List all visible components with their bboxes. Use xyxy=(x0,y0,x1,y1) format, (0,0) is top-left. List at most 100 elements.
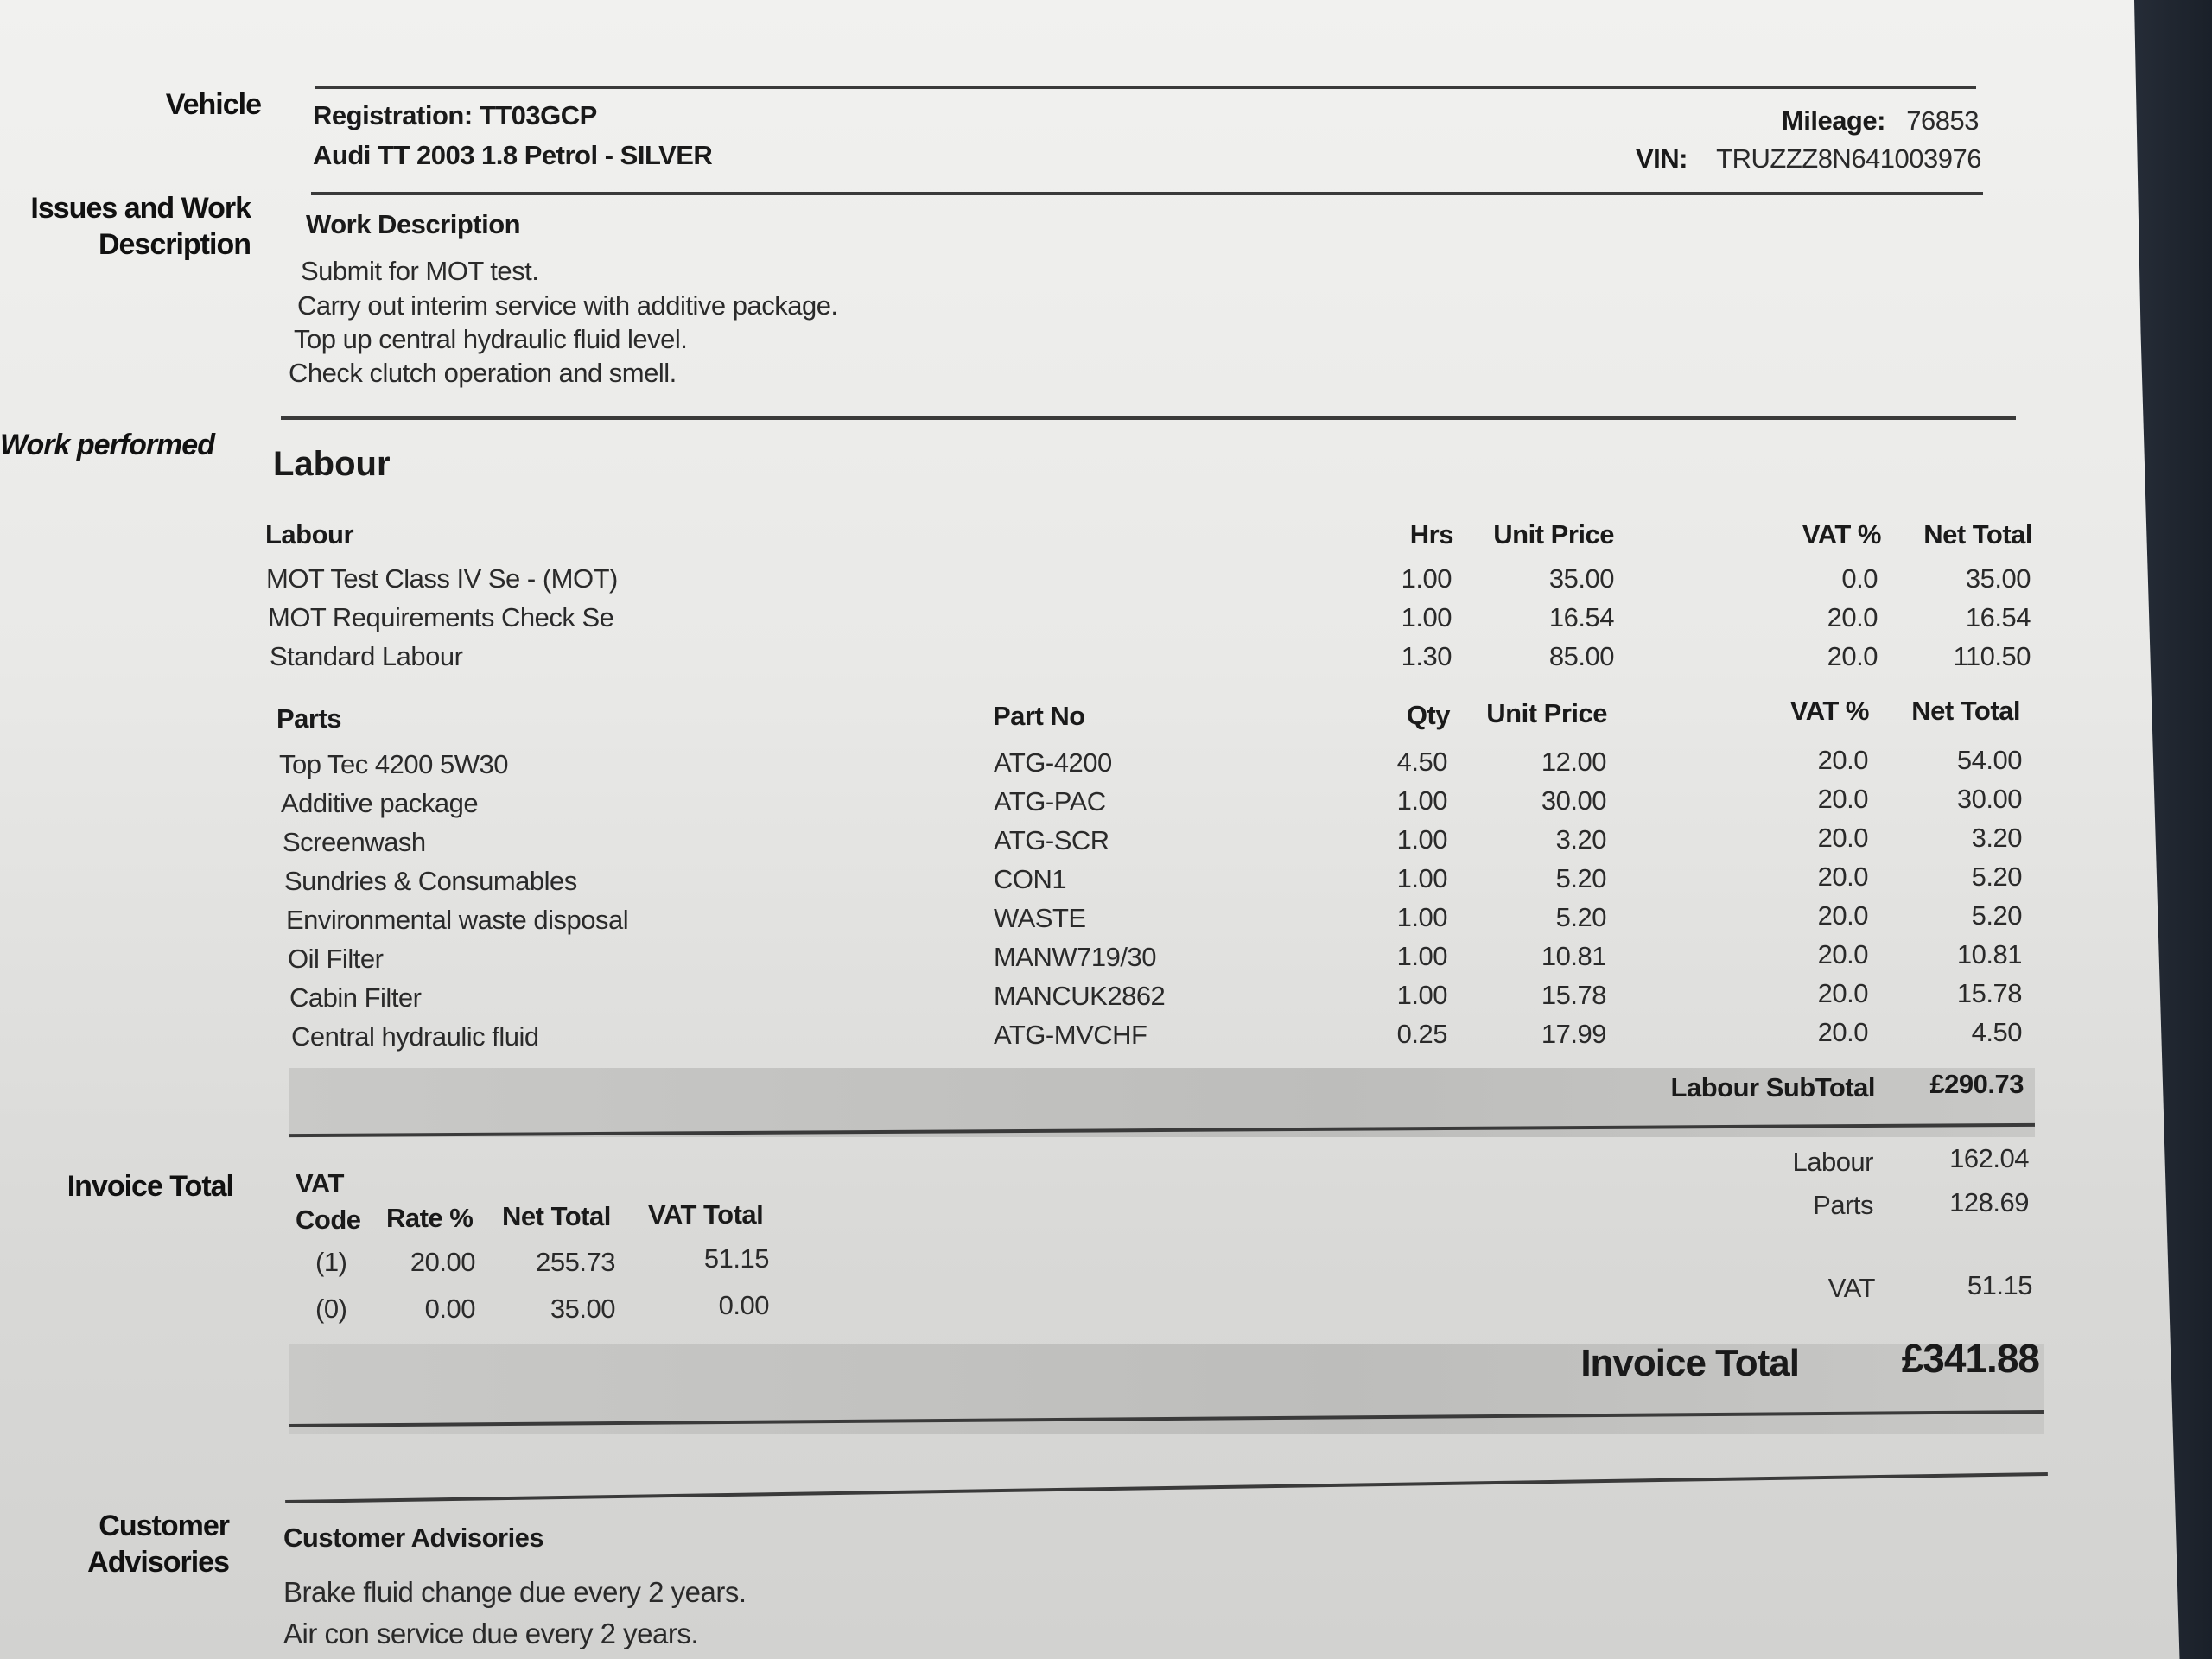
parts-row-qty: 1.00 xyxy=(1396,941,1448,971)
vat-column-header: Net Total xyxy=(502,1201,611,1231)
parts-row-part-no: ATG-PAC xyxy=(994,786,1106,817)
summary-parts-label: Parts xyxy=(1813,1190,1873,1220)
parts-row-description: Central hydraulic fluid xyxy=(291,1021,539,1052)
parts-row-description: Additive package xyxy=(281,788,479,818)
labour-column-header: Labour xyxy=(265,519,354,550)
labour-subtotal-value: £290.73 xyxy=(1929,1069,2024,1099)
parts-row-qty: 4.50 xyxy=(1396,747,1448,777)
parts-row-unit-price: 5.20 xyxy=(1555,902,1607,932)
section-label-work-performed: Work performed xyxy=(0,429,215,461)
vat-column-header: VAT Total xyxy=(648,1199,764,1230)
section-label-vehicle: Vehicle xyxy=(165,88,262,121)
parts-row-qty: 1.00 xyxy=(1396,902,1448,932)
vat-row-rate: 0.00 xyxy=(424,1294,476,1324)
vat-row-code: (1) xyxy=(315,1247,347,1277)
labour-column-header: VAT % xyxy=(1802,519,1882,550)
vehicle-description: Audi TT 2003 1.8 Petrol - SILVER xyxy=(313,140,713,170)
labour-row-hrs: 1.00 xyxy=(1401,563,1452,594)
parts-row-part-no: ATG-SCR xyxy=(994,825,1109,855)
parts-row-qty: 1.00 xyxy=(1396,980,1448,1010)
parts-row-unit-price: 12.00 xyxy=(1541,747,1607,777)
vat-column-header: Code xyxy=(296,1205,361,1235)
parts-row-unit-price: 15.78 xyxy=(1541,980,1607,1010)
parts-row-vat: 20.0 xyxy=(1817,978,1869,1008)
vat-row-rate: 20.00 xyxy=(410,1247,476,1277)
parts-row-part-no: ATG-MVCHF xyxy=(994,1020,1147,1050)
vat-row-code: (0) xyxy=(315,1294,347,1324)
labour-row-vat: 0.0 xyxy=(1841,563,1878,594)
parts-column-header: Qty xyxy=(1406,700,1451,730)
parts-row-net-total: 4.50 xyxy=(1971,1017,2023,1047)
parts-column-header: Unit Price xyxy=(1486,698,1607,728)
parts-row-description: Top Tec 4200 5W30 xyxy=(279,749,508,779)
summary-vat-value: 51.15 xyxy=(1967,1270,2033,1300)
labour-subtotal-label: Labour SubTotal xyxy=(1670,1072,1876,1103)
labour-row-vat: 20.0 xyxy=(1827,641,1878,671)
parts-row-net-total: 30.00 xyxy=(1956,784,2023,814)
mileage-value: 76853 xyxy=(1906,105,1979,136)
parts-row-vat: 20.0 xyxy=(1817,823,1869,853)
vat-heading: VAT xyxy=(296,1168,344,1198)
parts-row-description: Oil Filter xyxy=(288,944,384,974)
section-label-customer-advisories: Customer Advisories xyxy=(87,1510,230,1579)
parts-row-net-total: 5.20 xyxy=(1971,900,2023,931)
parts-row-description: Screenwash xyxy=(283,827,426,857)
section-label-issues: Issues and Work Description xyxy=(30,192,251,261)
parts-row-qty: 1.00 xyxy=(1396,824,1448,855)
labour-column-header: Net Total xyxy=(1923,519,2032,550)
divider xyxy=(311,192,1983,195)
parts-row-net-total: 15.78 xyxy=(1956,978,2023,1008)
work-description-line: Carry out interim service with additive … xyxy=(297,290,838,321)
vin-label: VIN: xyxy=(1636,143,1688,174)
section-label-invoice-total: Invoice Total xyxy=(67,1170,234,1203)
labour-column-header: Hrs xyxy=(1409,519,1454,550)
parts-row-qty: 0.25 xyxy=(1396,1019,1448,1049)
labour-row-hrs: 1.30 xyxy=(1401,641,1452,671)
labour-row-unit-price: 85.00 xyxy=(1548,641,1615,671)
parts-row-net-total: 3.20 xyxy=(1971,823,2023,853)
parts-row-part-no: ATG-4200 xyxy=(994,747,1112,778)
parts-row-vat: 20.0 xyxy=(1817,1017,1869,1047)
parts-row-vat: 20.0 xyxy=(1817,784,1869,814)
parts-row-part-no: MANCUK2862 xyxy=(994,981,1166,1011)
parts-column-header: Net Total xyxy=(1911,696,2020,726)
parts-row-net-total: 10.81 xyxy=(1956,939,2023,969)
customer-advisories-heading: Customer Advisories xyxy=(283,1522,544,1553)
labour-row-hrs: 1.00 xyxy=(1401,602,1452,632)
labour-row-net-total: 110.50 xyxy=(1953,641,2031,671)
work-description-line: Top up central hydraulic fluid level. xyxy=(294,324,688,354)
parts-column-header: VAT % xyxy=(1789,696,1870,726)
parts-row-vat: 20.0 xyxy=(1817,861,1869,892)
summary-labour-value: 162.04 xyxy=(1949,1143,2029,1173)
parts-row-part-no: MANW719/30 xyxy=(994,942,1156,972)
labour-row-description: MOT Requirements Check Se xyxy=(268,602,614,632)
parts-row-net-total: 5.20 xyxy=(1971,861,2023,892)
parts-column-header: Part No xyxy=(993,701,1085,731)
labour-row-unit-price: 35.00 xyxy=(1548,563,1615,594)
divider xyxy=(285,1471,2048,1504)
parts-row-vat: 20.0 xyxy=(1817,745,1869,775)
divider xyxy=(281,416,2016,420)
advisory-line: Brake fluid change due every 2 years. xyxy=(283,1576,747,1608)
vat-row-net-total: 35.00 xyxy=(550,1294,616,1324)
labour-row-description: MOT Test Class IV Se - (MOT) xyxy=(266,563,618,594)
background-surface xyxy=(2134,0,2212,1659)
labour-row-net-total: 35.00 xyxy=(1965,563,2031,594)
work-description-line: Submit for MOT test. xyxy=(301,256,539,286)
parts-row-qty: 1.00 xyxy=(1396,785,1448,816)
work-description-heading: Work Description xyxy=(306,209,521,239)
parts-row-qty: 1.00 xyxy=(1396,863,1448,893)
invoice-total-value: £341.88 xyxy=(1901,1336,2040,1381)
summary-vat-label: VAT xyxy=(1827,1273,1876,1303)
labour-row-unit-price: 16.54 xyxy=(1548,602,1615,632)
parts-row-description: Environmental waste disposal xyxy=(286,905,629,935)
parts-row-part-no: WASTE xyxy=(994,903,1086,933)
labour-row-vat: 20.0 xyxy=(1827,602,1878,632)
labour-heading: Labour xyxy=(273,445,391,483)
parts-row-description: Sundries & Consumables xyxy=(284,866,577,896)
summary-labour-label: Labour xyxy=(1792,1147,1873,1177)
parts-row-net-total: 54.00 xyxy=(1956,745,2023,775)
parts-row-unit-price: 30.00 xyxy=(1541,785,1607,816)
parts-row-part-no: CON1 xyxy=(994,864,1067,894)
mileage: Mileage: 76853 xyxy=(1781,105,1980,136)
